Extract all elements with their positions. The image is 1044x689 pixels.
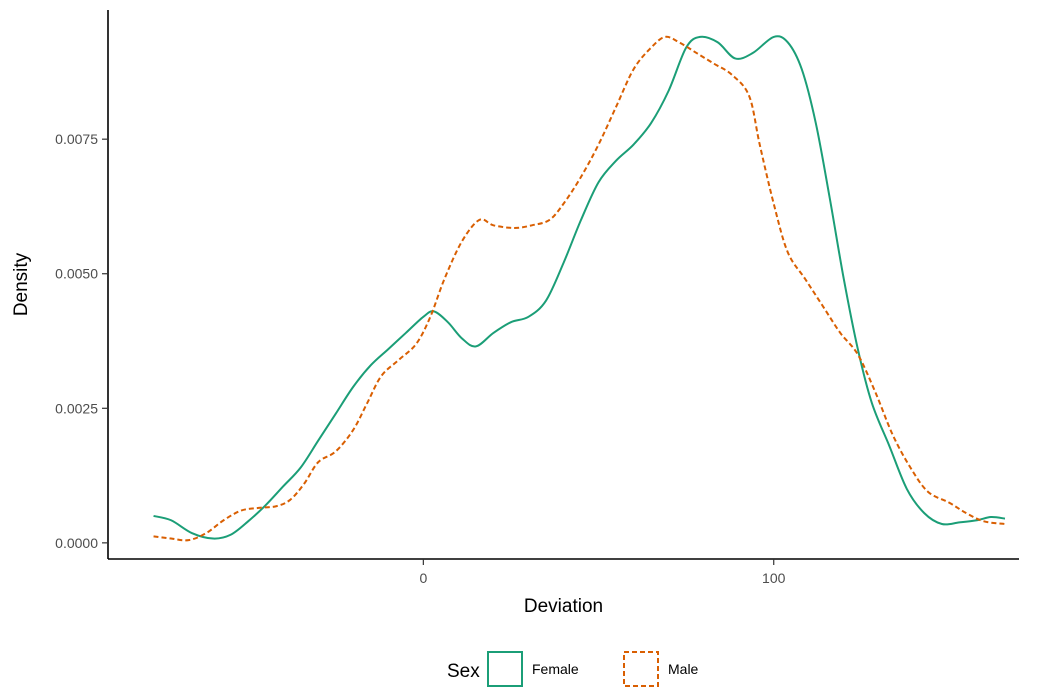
y-tick-label: 0.0025 [55,400,98,416]
legend-title: Sex [447,661,480,682]
legend-key-female [487,651,523,687]
x-tick-label: 100 [762,570,786,586]
x-axis-title: Deviation [524,596,603,617]
x-ticks: 0 100 [419,559,786,586]
series-line-female [153,35,1006,540]
x-tick-label: 0 [419,570,427,586]
y-ticks: 0.0000 0.0025 0.0050 0.0075 [55,131,108,551]
y-tick-label: 0.0000 [55,535,98,551]
y-tick-label: 0.0050 [55,266,98,282]
y-axis-title: Density [11,252,32,316]
legend-items: Female Male [487,651,699,687]
plot-area [153,35,1006,542]
legend-label-female: Female [532,661,579,677]
axes: 0 100 0.0000 0.0025 0.0050 0.0075 [55,10,1019,586]
legend-key-male [623,651,659,687]
legend: Sex Female Male [447,651,699,687]
series-line-male [153,35,1006,542]
legend-label-male: Male [668,661,699,677]
y-tick-label: 0.0075 [55,131,98,147]
